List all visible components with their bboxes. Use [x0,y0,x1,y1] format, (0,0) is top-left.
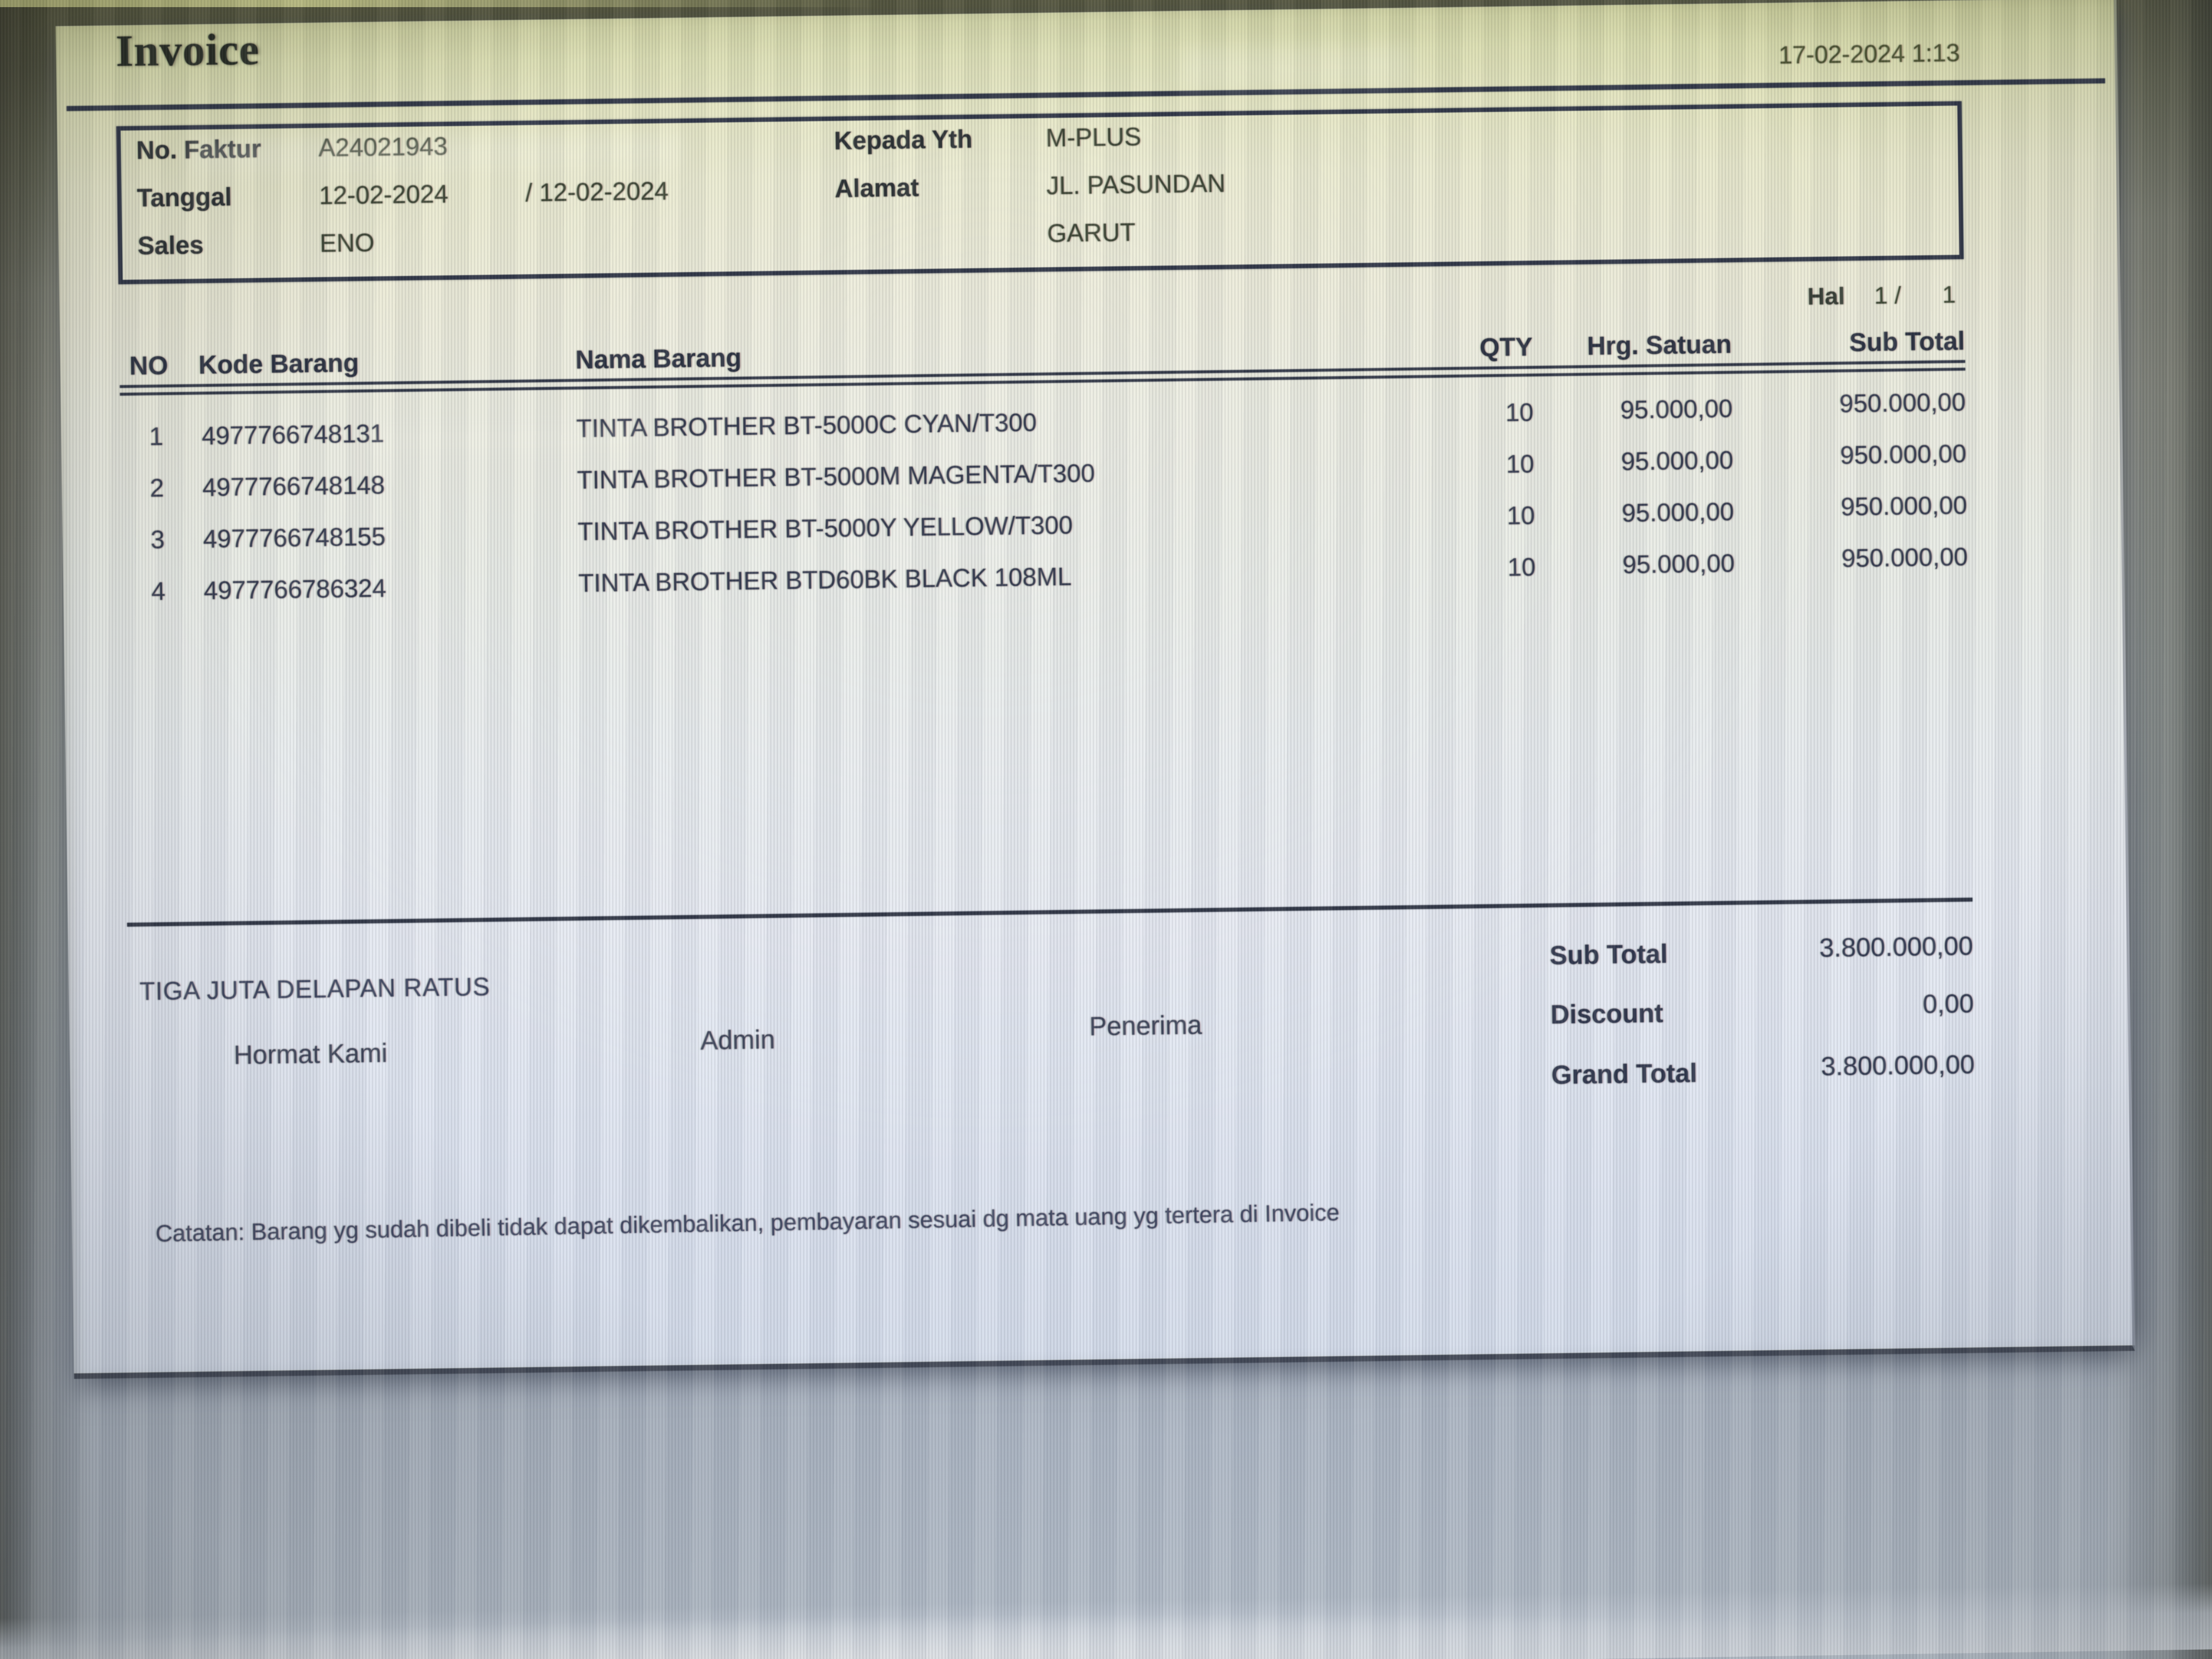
grand-total-label: Grand Total [1551,1059,1697,1090]
row-hrg-satuan: 95.000,00 [1622,549,1735,579]
column-header-no: NO [129,350,168,380]
kepada-value: M-PLUS [1045,122,1142,153]
kepada-label: Kepada Yth [834,124,973,155]
invoice-page: Invoice 17-02-2024 1:13 No. Faktur A2402… [55,0,2135,1379]
row-nama: TINTA BROTHER BT-5000M MAGENTA/T300 [577,458,1096,494]
row-kode: 4977766786324 [204,573,387,605]
page-indicator-total: 1 [1942,281,1956,308]
discount-label: Discount [1550,998,1663,1030]
sub-total-label: Sub Total [1549,939,1668,970]
sales-label: Sales [137,230,204,260]
footer-note: Catatan: Barang yg sudah dibeli tidak da… [155,1199,1340,1248]
alamat-line2: GARUT [1047,217,1136,248]
top-light-sliver [0,0,878,7]
row-kode: 4977766748155 [202,522,386,554]
row-hrg-satuan: 95.000,00 [1621,497,1735,527]
row-nama: TINTA BROTHER BTD60BK BLACK 108ML [578,562,1072,597]
discount-value: 0,00 [1922,989,1974,1019]
grand-total-value: 3.800.000,00 [1820,1050,1975,1082]
row-sub-total: 950.000,00 [1841,542,1968,573]
alamat-label: Alamat [834,173,919,203]
signature-admin: Admin [700,1025,776,1056]
sales-value: ENO [319,228,375,258]
row-hrg-satuan: 95.000,00 [1620,394,1733,424]
row-no: 1 [149,422,163,451]
signature-hormat-kami: Hormat Kami [233,1039,388,1070]
column-header-hrg-satuan: Hrg. Satuan [1587,329,1732,360]
tanggal-due-value: / 12-02-2024 [525,176,669,207]
no-faktur-label: No. Faktur [136,134,262,165]
amount-in-words: TIGA JUTA DELAPAN RATUS [139,972,490,1006]
signature-penerima: Penerima [1089,1011,1203,1042]
tanggal-label: Tanggal [137,182,232,212]
printed-datetime: 17-02-2024 1:13 [1778,38,1960,69]
row-no: 3 [150,525,165,554]
row-sub-total: 950.000,00 [1839,439,1967,470]
row-sub-total: 950.000,00 [1841,490,1967,521]
page-indicator-current: 1 / [1874,281,1901,309]
row-qty: 10 [1507,552,1536,582]
tanggal-value: 12-02-2024 [319,179,449,210]
invoice-title: Invoice [115,24,260,76]
no-faktur-value: A24021943 [318,131,448,162]
row-nama: TINTA BROTHER BT-5000Y YELLOW/T300 [577,510,1073,546]
column-header-kode-barang: Kode Barang [198,348,359,380]
row-nama: TINTA BROTHER BT-5000C CYAN/T300 [576,408,1037,443]
row-qty: 10 [1505,449,1534,478]
page-indicator-label: Hal [1807,283,1846,311]
column-header-qty: QTY [1479,332,1533,362]
totals-divider [127,898,1973,927]
row-qty: 10 [1506,501,1536,530]
row-sub-total: 950.000,00 [1839,387,1966,418]
column-header-nama-barang: Nama Barang [575,342,742,374]
row-hrg-satuan: 95.000,00 [1621,445,1734,476]
column-header-sub-total: Sub Total [1849,326,1965,357]
row-kode: 4977766748148 [202,470,385,502]
alamat-line1: JL. PASUNDAN [1046,168,1226,200]
row-no: 2 [149,473,165,503]
row-qty: 10 [1505,398,1534,427]
sub-total-value: 3.800.000,00 [1819,932,1973,963]
screen-glare [1181,46,1412,88]
row-no: 4 [151,577,166,606]
row-kode: 4977766748131 [201,419,385,450]
invoice-info-box: No. Faktur A24021943 Tanggal 12-02-2024 … [116,101,1964,285]
